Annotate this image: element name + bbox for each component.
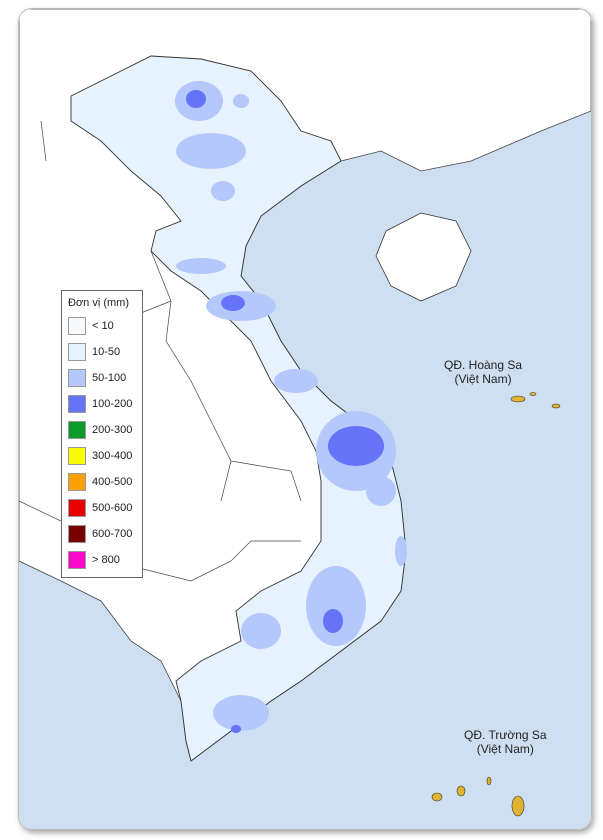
legend-label: 10-50	[92, 346, 121, 358]
legend-swatch	[68, 551, 86, 569]
hainan-island	[375, 212, 472, 302]
legend-swatch	[68, 343, 86, 361]
truong-sa-country: (Việt Nam)	[476, 742, 534, 756]
legend-item: > 800	[68, 547, 138, 573]
legend-item: 100-200	[68, 391, 138, 417]
rain-50-100	[175, 81, 407, 731]
hoang-sa-country: (Việt Nam)	[454, 372, 512, 386]
map-canvas	[19, 9, 591, 829]
legend-swatch	[68, 317, 86, 335]
rainfall-map	[18, 8, 592, 830]
legend-label: < 10	[92, 320, 114, 332]
legend-label: 200-300	[92, 424, 133, 436]
legend-swatch	[68, 395, 86, 413]
legend-label: 500-600	[92, 502, 133, 514]
legend-item: 600-700	[68, 521, 138, 547]
legend-item: 400-500	[68, 469, 138, 495]
legend-swatch	[68, 369, 86, 387]
legend-label: 50-100	[92, 372, 127, 384]
legend-swatch	[68, 421, 86, 439]
truong-sa-label: QĐ. Trường Sa (Việt Nam)	[464, 728, 547, 756]
hoang-sa-name: QĐ. Hoàng Sa	[444, 358, 523, 372]
legend-item: 200-300	[68, 417, 138, 443]
legend-item: 300-400	[68, 443, 138, 469]
legend-swatch	[68, 447, 86, 465]
legend-label: 300-400	[92, 450, 133, 462]
legend-title: Đơn vị (mm)	[68, 297, 129, 309]
islands	[431, 392, 561, 817]
legend-item: < 10	[68, 313, 138, 339]
legend: Đơn vị (mm) < 10 10-50 50-100 100-200 200-30…	[61, 290, 143, 578]
rain-100-200	[186, 90, 384, 733]
legend-item: 500-600	[68, 495, 138, 521]
legend-swatch	[68, 473, 86, 491]
legend-item: 10-50	[68, 339, 138, 365]
legend-label: 100-200	[92, 398, 133, 410]
borders	[19, 120, 302, 582]
legend-swatch	[68, 525, 86, 543]
truong-sa-name: QĐ. Trường Sa	[464, 728, 547, 742]
legend-label: 400-500	[92, 476, 133, 488]
legend-label: 600-700	[92, 528, 133, 540]
legend-swatch	[68, 499, 86, 517]
legend-item: 50-100	[68, 365, 138, 391]
legend-label: > 800	[92, 554, 120, 566]
hoang-sa-label: QĐ. Hoàng Sa (Việt Nam)	[444, 358, 522, 386]
